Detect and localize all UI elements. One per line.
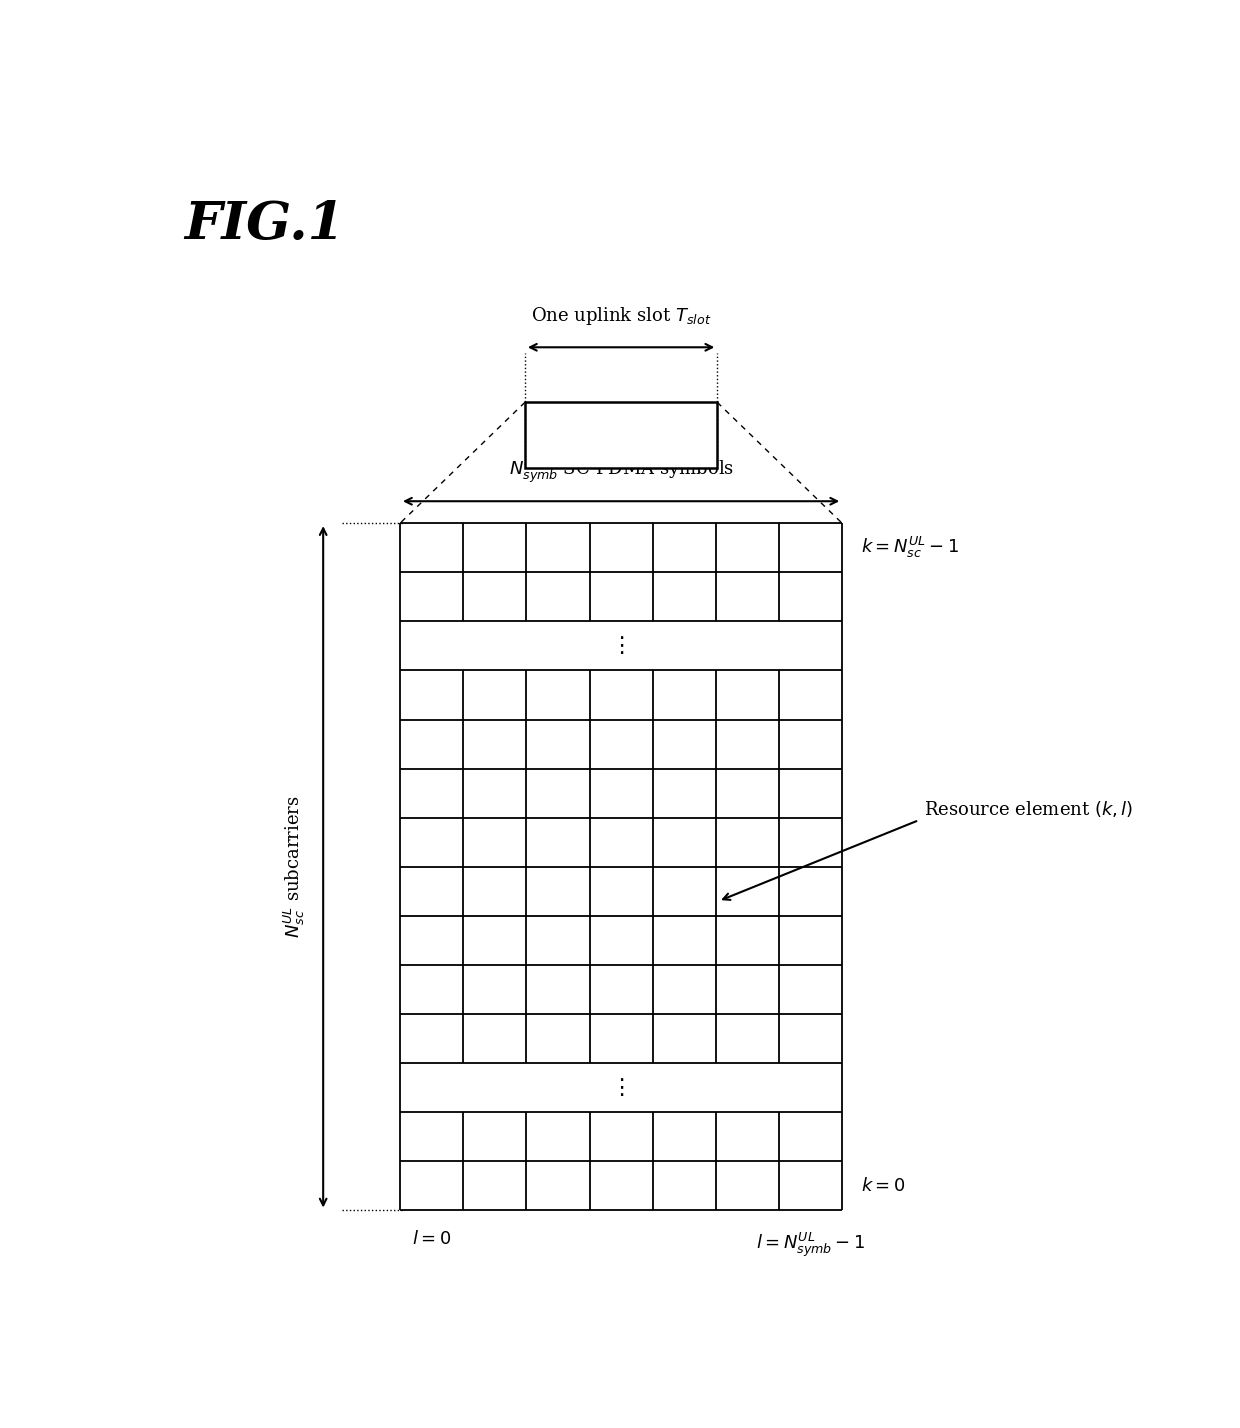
- Text: One uplink slot $T_{\mathit{slot}}$: One uplink slot $T_{\mathit{slot}}$: [531, 306, 712, 327]
- Text: ⋮: ⋮: [610, 635, 632, 655]
- Text: ⋮: ⋮: [610, 1078, 632, 1098]
- Text: FIG.1: FIG.1: [184, 198, 345, 250]
- Text: $N_{\mathit{sc}}^{UL}$ subcarriers: $N_{\mathit{sc}}^{UL}$ subcarriers: [281, 795, 306, 938]
- Text: $k = 0$: $k = 0$: [862, 1177, 906, 1195]
- Text: Resource element $(k, l)$: Resource element $(k, l)$: [924, 800, 1133, 820]
- Text: $N_{\mathit{symb}}^{UL}$ SC-FDMA symbols: $N_{\mathit{symb}}^{UL}$ SC-FDMA symbols: [508, 457, 734, 484]
- Text: $k = N_{\mathit{sc}}^{UL} - 1$: $k = N_{\mathit{sc}}^{UL} - 1$: [862, 536, 960, 560]
- Bar: [525, 403, 717, 468]
- Text: $l = 0$: $l = 0$: [412, 1231, 451, 1248]
- Text: $l = N_{\mathit{symb}}^{UL} - 1$: $l = N_{\mathit{symb}}^{UL} - 1$: [756, 1231, 866, 1258]
